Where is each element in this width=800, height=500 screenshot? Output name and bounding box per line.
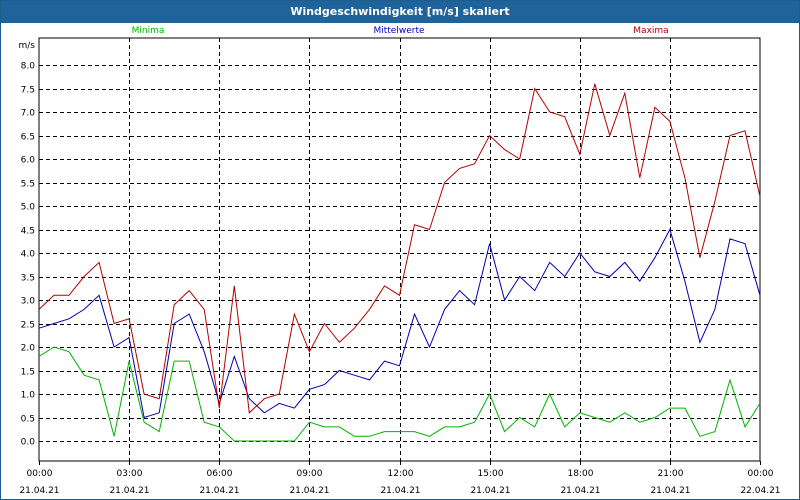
x-tick-time: 06:00 — [207, 469, 233, 479]
legend-maxima: Maxima — [633, 26, 668, 36]
y-tick-label: 4.0 — [21, 250, 36, 260]
series-line-maxima — [38, 83, 761, 414]
x-tick-time: 00:00 — [27, 469, 53, 479]
y-tick-label: 5.5 — [21, 180, 35, 190]
y-tick-label: 5.0 — [21, 203, 36, 213]
y-tick-label: 1.5 — [21, 368, 35, 378]
window-title: Windgeschwindigkeit [m/s] skaliert — [1, 1, 799, 23]
x-tick-date: 22.04.21 — [740, 486, 780, 496]
plot-frame — [38, 37, 761, 462]
y-tick-label: 3.0 — [21, 297, 36, 307]
x-tick-date: 21.04.21 — [289, 486, 329, 496]
x-tick-date: 21.04.21 — [199, 486, 239, 496]
wind-speed-chart: 0.0 0.5 1.0 1.5 2.0 2.5 3.0 3.5 4.0 4.5 5.0 5.5 6.0 6… — [19, 26, 781, 496]
series-line-mittelwerte — [38, 228, 761, 419]
y-tick-label: 0.5 — [21, 415, 35, 425]
y-tick-label: 2.5 — [21, 321, 35, 331]
y-tick-label: 4.5 — [21, 227, 35, 237]
x-tick-time: 00:00 — [748, 469, 774, 479]
x-tick-date: 21.04.21 — [470, 486, 510, 496]
x-tick-date: 21.04.21 — [109, 486, 149, 496]
x-tick-time: 03:00 — [117, 469, 143, 479]
series-line-minima — [38, 346, 761, 442]
y-tick-label: 8.0 — [21, 62, 36, 72]
y-tick-label: 6.0 — [21, 156, 36, 166]
legend-minima: Minima — [132, 26, 165, 36]
y-tick-label: 0.0 — [21, 438, 36, 448]
y-tick-label: 6.5 — [21, 133, 35, 143]
x-tick-date: 21.04.21 — [380, 486, 420, 496]
y-tick-label: 1.0 — [21, 391, 36, 401]
y-tick-label: 7.5 — [21, 86, 35, 96]
x-tick-time: 12:00 — [388, 469, 414, 479]
x-tick-time: 09:00 — [297, 469, 323, 479]
y-tick-label: 2.0 — [21, 344, 36, 354]
x-tick-date: 21.04.21 — [650, 486, 690, 496]
x-tick-time: 18:00 — [568, 469, 594, 479]
y-tick-label: 3.5 — [21, 274, 35, 284]
x-tick-date: 21.04.21 — [19, 486, 59, 496]
y-axis-label: m/s — [19, 41, 36, 51]
x-tick-time: 21:00 — [658, 469, 684, 479]
y-tick-label: 7.0 — [21, 109, 36, 119]
x-tick-date: 21.04.21 — [560, 486, 600, 496]
legend-mittelwerte: Mittelwerte — [373, 26, 424, 36]
x-tick-time: 15:00 — [478, 469, 504, 479]
